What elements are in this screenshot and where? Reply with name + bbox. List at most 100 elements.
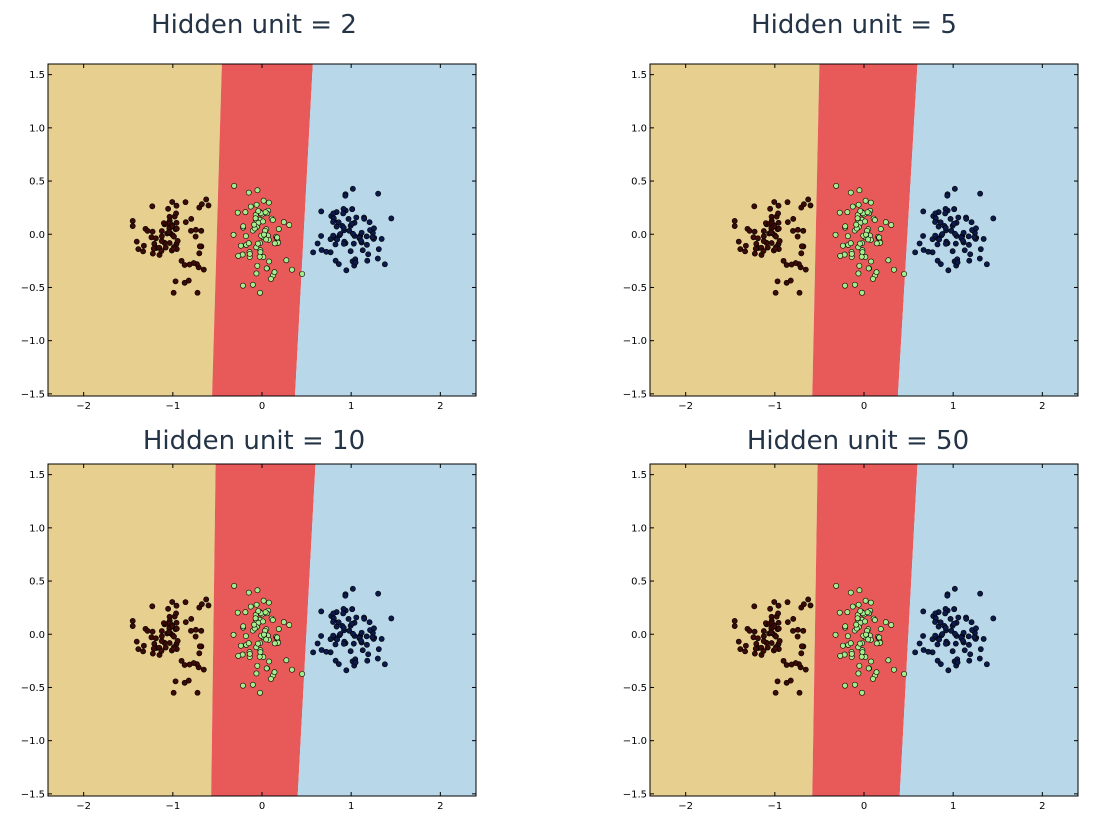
scatter-point <box>775 602 782 609</box>
scatter-point <box>314 640 321 647</box>
scatter-point <box>348 620 355 627</box>
x-tick-label: 1 <box>348 801 354 812</box>
x-tick-label: 0 <box>861 801 867 812</box>
scatter-point <box>854 615 861 622</box>
scatter-point <box>359 247 366 254</box>
scatter-point <box>862 618 868 625</box>
scatter-point <box>343 267 350 274</box>
scatter-point <box>171 633 177 640</box>
scatter-point <box>790 215 797 222</box>
y-tick-label: 0.5 <box>29 177 45 188</box>
scatter-point <box>977 646 984 653</box>
scatter-point <box>251 221 258 228</box>
subplot-hidden-unit-5: Hidden unit = 5 −2 −1 0 1 2 1.5 1.0 0.5 0.0 −0.5 −… <box>623 10 1079 412</box>
scatter-point <box>235 652 242 659</box>
scatter-point <box>858 253 865 260</box>
scatter-point <box>252 615 259 622</box>
scatter-point <box>847 589 854 596</box>
scatter-point <box>966 257 973 264</box>
scatter-point <box>871 617 878 623</box>
scatter-point <box>882 219 889 225</box>
scatter-point <box>363 633 370 640</box>
scatter-point <box>335 619 342 626</box>
scatter-point <box>873 669 880 676</box>
scatter-point <box>230 231 237 238</box>
scatter-point <box>173 610 179 617</box>
scatter-point <box>254 587 261 594</box>
scatter-point <box>977 246 984 253</box>
scatter-point <box>790 227 796 234</box>
scatter-point <box>783 662 790 668</box>
scatter-point <box>254 262 261 269</box>
scatter-point <box>862 218 868 225</box>
scatter-point <box>802 266 809 273</box>
scatter-point <box>877 626 884 632</box>
scatter-point <box>283 657 290 664</box>
scatter-point <box>951 185 958 192</box>
decision-region-class-2 <box>294 64 476 396</box>
series-class_0 <box>129 596 212 696</box>
scatter-point <box>364 241 370 248</box>
scatter-point <box>948 227 955 234</box>
y-tick-label: 1.5 <box>631 70 647 81</box>
scatter-point <box>129 223 136 230</box>
scatter-point <box>257 689 263 696</box>
scatter-point <box>349 206 356 213</box>
scatter-point <box>135 646 142 653</box>
scatter-point <box>865 236 872 243</box>
scatter-point <box>832 231 839 238</box>
scatter-point <box>182 219 189 226</box>
series-class_2 <box>912 585 997 674</box>
scatter-point <box>349 585 356 592</box>
scatter-point <box>245 589 252 596</box>
scatter-point <box>263 636 270 643</box>
scatter-point <box>798 650 805 657</box>
panel-title: Hidden unit = 10 <box>143 426 365 456</box>
scatter-point <box>388 615 395 622</box>
scatter-point <box>857 240 863 247</box>
scatter-point <box>775 610 781 617</box>
decision-region-class-0 <box>48 64 222 396</box>
scatter-point <box>330 210 337 217</box>
scatter-point <box>150 645 157 652</box>
scatter-point <box>173 219 180 226</box>
scatter-point <box>784 619 791 626</box>
scatter-point <box>246 250 253 257</box>
scatter-point <box>173 202 180 209</box>
scatter-point <box>381 261 388 268</box>
scatter-point <box>135 246 142 253</box>
scatter-point <box>976 255 983 262</box>
scatter-point <box>133 238 140 245</box>
scatter-point <box>760 238 767 244</box>
scatter-point <box>318 208 325 215</box>
scatter-point <box>862 197 869 204</box>
scatter-point <box>363 233 370 240</box>
scatter-point <box>856 662 863 669</box>
scatter-point <box>945 667 952 674</box>
scatter-point <box>205 602 212 609</box>
scatter-point <box>951 206 958 213</box>
scatter-point <box>257 289 263 296</box>
scatter-point <box>172 678 179 685</box>
scatter-point <box>983 661 990 668</box>
scatter-point <box>231 583 238 589</box>
scatter-point <box>271 640 278 647</box>
scatter-point <box>350 240 357 247</box>
scatter-point <box>943 640 949 647</box>
scatter-point <box>842 223 849 230</box>
scatter-point <box>768 240 775 246</box>
scatter-point <box>173 625 180 632</box>
scatter-point <box>255 208 262 215</box>
scatter-point <box>916 640 923 647</box>
scatter-point <box>200 266 207 273</box>
scatter-point <box>947 216 954 222</box>
scatter-point <box>332 257 339 264</box>
scatter-point <box>751 203 758 210</box>
scatter-point <box>796 689 803 696</box>
scatter-point <box>873 269 880 276</box>
scatter-point <box>182 599 189 606</box>
scatter-point <box>310 649 317 656</box>
y-tick-label: −1.0 <box>21 736 45 747</box>
scatter-point <box>735 238 742 245</box>
scatter-point <box>275 226 282 232</box>
